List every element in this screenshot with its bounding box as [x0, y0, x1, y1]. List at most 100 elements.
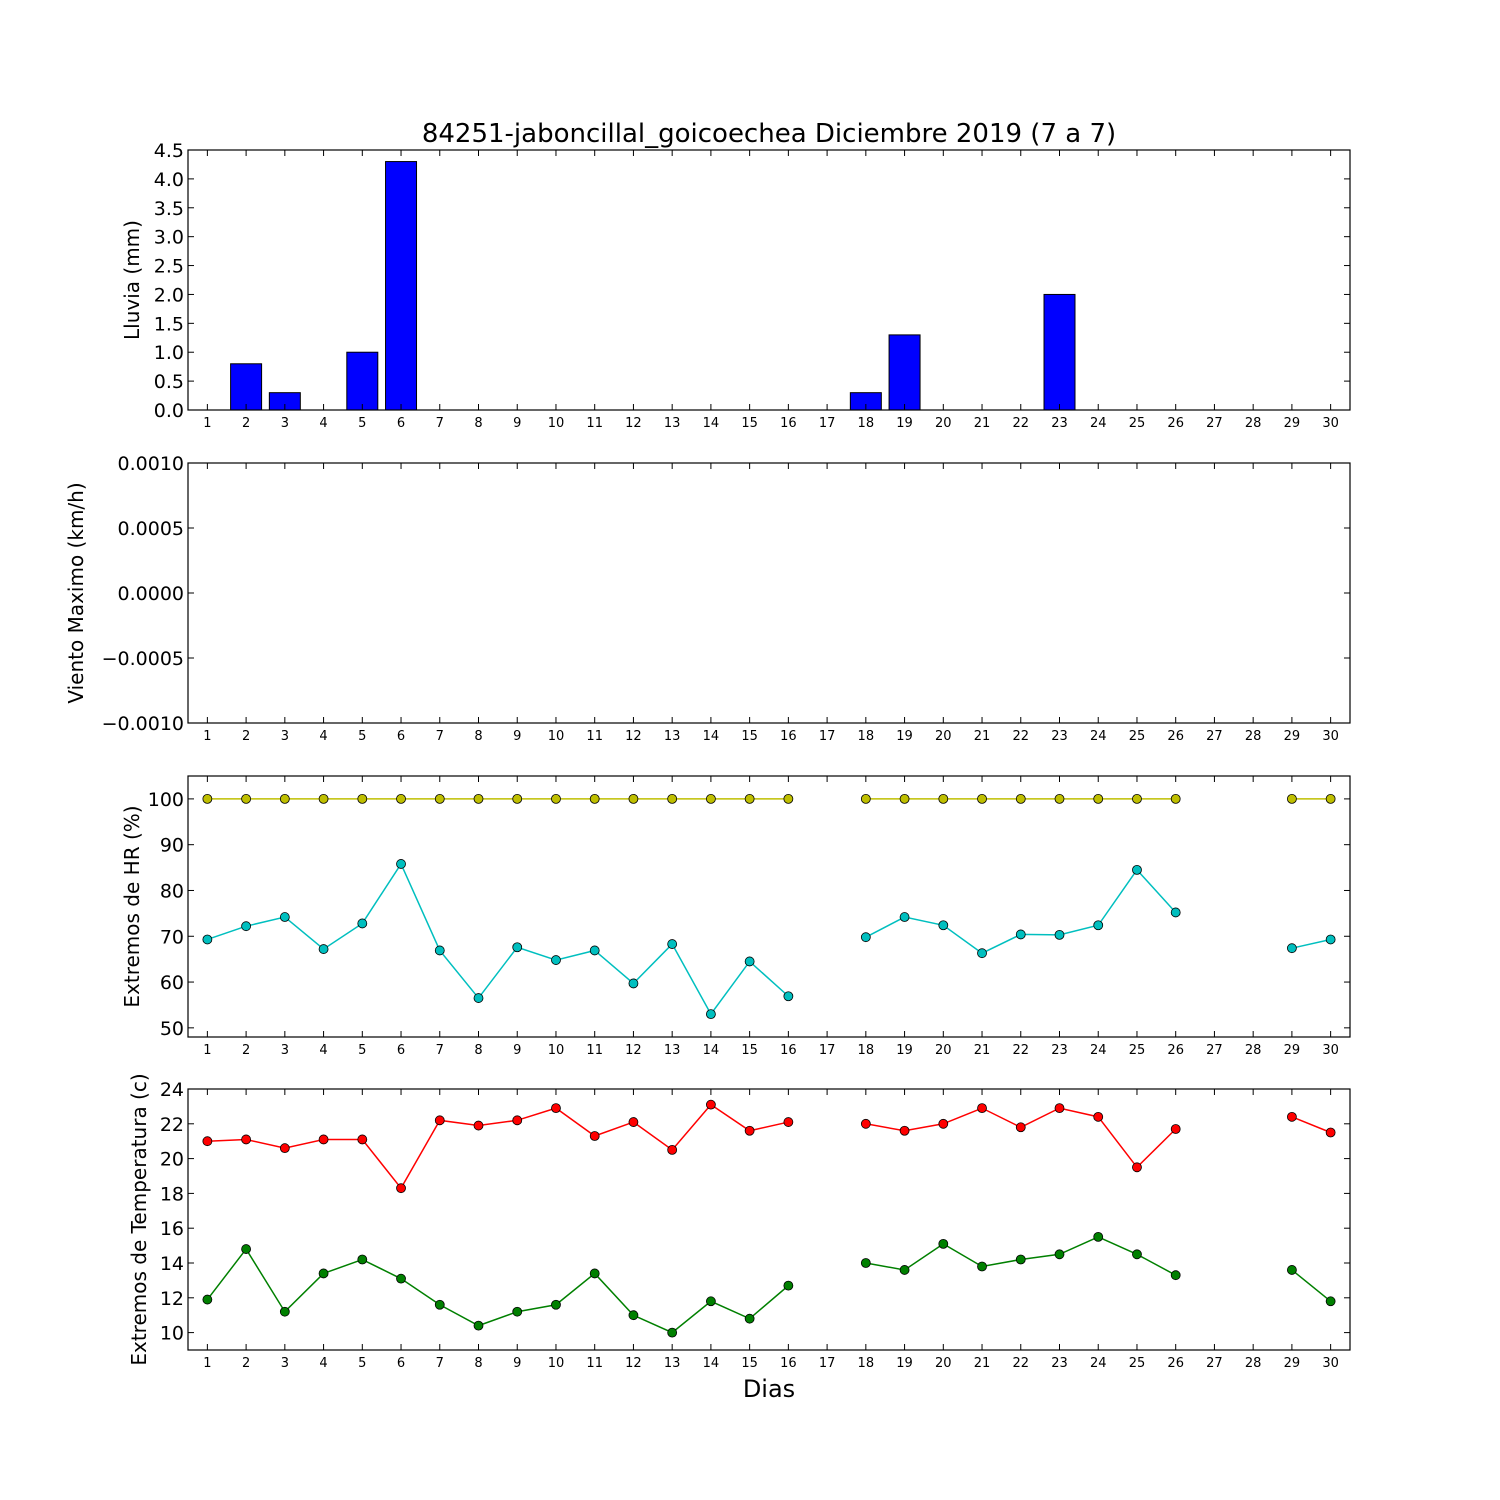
x-tick-label: 24 [1090, 729, 1107, 744]
point-day-9 [512, 793, 523, 804]
x-tick-label: 9 [513, 1356, 521, 1371]
point-day-19 [899, 1265, 910, 1275]
y-tick-label: 80 [160, 880, 184, 902]
point-day-20 [938, 793, 949, 804]
x-tick-label: 16 [780, 1356, 797, 1371]
point-day-30 [1325, 793, 1336, 804]
series-line-segment-1 [206, 1247, 789, 1334]
y-tick-label: 2.5 [154, 256, 184, 278]
x-tick-label: 5 [358, 1043, 366, 1058]
point-day-23 [1054, 1249, 1065, 1260]
series-line-segment-3 [1291, 938, 1331, 949]
point-day-10 [551, 955, 561, 965]
x-tick-label: 5 [358, 416, 366, 431]
x-tick-label: 3 [281, 729, 289, 744]
y-tick-label: 10 [160, 1323, 184, 1345]
series-1 [202, 793, 1336, 804]
x-tick-label: 10 [548, 1043, 565, 1058]
x-tick-label: 4 [319, 729, 327, 744]
x-tick-label: 20 [935, 1356, 952, 1371]
x-tick-label: 1 [203, 729, 211, 744]
x-tick-label: 7 [436, 1043, 444, 1058]
x-tick-label: 16 [780, 416, 797, 431]
point-day-5 [357, 918, 368, 929]
point-day-7 [434, 945, 445, 956]
x-tick-label: 13 [664, 1356, 681, 1371]
x-tick-label: 10 [548, 416, 565, 431]
point-day-8 [473, 1120, 484, 1131]
x-tick-label: 7 [436, 1356, 444, 1371]
x-tick-label: 18 [858, 1356, 875, 1371]
point-day-21 [977, 1261, 987, 1272]
x-tick-label: 28 [1245, 416, 1262, 431]
y-tick-label: 14 [160, 1253, 184, 1275]
x-tick-label: 6 [397, 1043, 405, 1058]
point-day-12 [628, 1310, 639, 1321]
point-day-14 [706, 1296, 716, 1307]
x-tick-label: 5 [358, 729, 366, 744]
x-tick-label: 26 [1167, 1043, 1184, 1058]
x-tick-label: 17 [819, 1043, 836, 1058]
y-tick-label: 0.0000 [118, 583, 184, 605]
x-tick-label: 30 [1322, 416, 1339, 431]
point-day-26 [1170, 793, 1181, 804]
point-day-29 [1287, 1111, 1297, 1122]
point-day-18 [860, 793, 871, 804]
x-tick-label: 24 [1090, 1356, 1107, 1371]
point-day-7 [434, 793, 445, 804]
point-day-11 [589, 1131, 600, 1141]
point-day-13 [667, 793, 678, 804]
y-tick-label: 20 [160, 1149, 184, 1171]
point-day-11 [589, 793, 600, 804]
y-tick-label: 0.0 [154, 400, 184, 422]
point-day-26 [1170, 907, 1181, 918]
point-day-24 [1093, 1232, 1104, 1242]
x-tick-label: 3 [281, 1043, 289, 1058]
point-day-9 [512, 1306, 523, 1317]
point-day-6 [396, 1183, 406, 1194]
y-tick-label: 4.0 [154, 169, 184, 191]
point-day-15 [744, 793, 755, 804]
point-day-21 [977, 948, 987, 959]
point-day-19 [899, 1125, 910, 1136]
x-tick-label: 25 [1129, 1356, 1146, 1371]
series-line-segment-1 [207, 862, 789, 1016]
y-tick-label: 90 [160, 835, 184, 857]
y-axis-label: Extremos de HR (%) [120, 805, 144, 1007]
x-tick-label: 28 [1245, 729, 1262, 744]
x-tick-label: 15 [741, 416, 758, 431]
point-day-30 [1325, 934, 1336, 945]
x-tick-label: 28 [1245, 1043, 1262, 1058]
x-tick-label: 8 [474, 1356, 482, 1371]
x-tick-label: 26 [1167, 416, 1184, 431]
x-tick-label: 2 [242, 416, 250, 431]
y-tick-label: 1.5 [154, 313, 184, 335]
point-day-5 [357, 1254, 368, 1265]
point-day-7 [434, 1299, 445, 1310]
x-tick-label: 22 [1012, 1043, 1029, 1058]
point-day-25 [1132, 864, 1142, 875]
point-day-24 [1093, 1111, 1104, 1122]
bar-day-6 [385, 161, 418, 411]
y-tick-label: 22 [160, 1114, 184, 1136]
point-day-3 [279, 1306, 290, 1317]
point-day-9 [512, 1115, 523, 1126]
x-tick-label: 29 [1284, 1043, 1301, 1058]
point-day-16 [783, 793, 794, 804]
point-day-2 [241, 1134, 252, 1145]
point-day-25 [1132, 793, 1142, 804]
point-day-6 [396, 859, 406, 869]
point-day-4 [318, 944, 329, 954]
point-day-4 [318, 793, 329, 804]
y-tick-label: 60 [160, 972, 184, 994]
point-day-9 [512, 942, 523, 953]
x-tick-label: 5 [358, 1356, 366, 1371]
y-tick-label: 3.0 [154, 227, 184, 249]
x-tick-label: 29 [1284, 416, 1301, 431]
point-day-25 [1132, 1249, 1142, 1260]
x-tick-label: 30 [1322, 729, 1339, 744]
bar-day-2 [230, 363, 263, 411]
point-day-30 [1325, 1127, 1336, 1138]
x-tick-label: 26 [1167, 729, 1184, 744]
x-tick-label: 25 [1129, 416, 1146, 431]
